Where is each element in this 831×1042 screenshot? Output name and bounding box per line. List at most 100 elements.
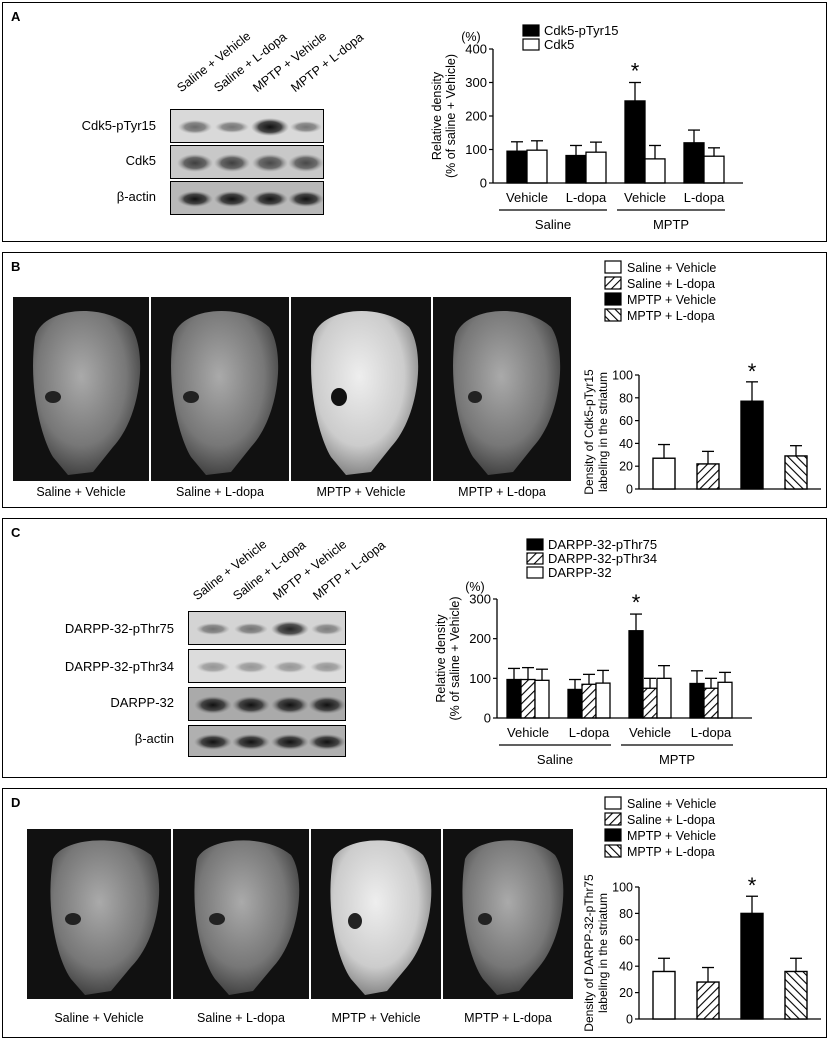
y-tick-label: 0 (626, 483, 633, 497)
y-axis-label: Relative density (430, 71, 444, 160)
bar (703, 687, 719, 719)
significance-marker: * (748, 873, 757, 898)
significance-marker: * (748, 359, 757, 384)
y-tick-label: 200 (469, 631, 491, 646)
bar-chart: 0 100 200 300(%) Relative density (% of salin… (434, 537, 752, 767)
bar (656, 677, 672, 719)
y-tick-label: 20 (619, 986, 633, 1000)
micrograph-caption: Saline + L-dopa (197, 1011, 285, 1025)
western-blot-strip (188, 687, 346, 721)
bar (520, 678, 536, 719)
blot-label: Cdk5 (125, 153, 156, 168)
y-axis-label: labeling in the striatum (596, 893, 610, 1013)
y-axis-label: Relative density (434, 614, 448, 703)
x-tick-label: Vehicle (507, 725, 549, 740)
bar-chart: 0 100 200 300 400(%) Relative density (% of sa… (430, 23, 743, 232)
group-label: Saline (535, 217, 571, 232)
blot-label: β-actin (134, 731, 174, 746)
micrograph-caption: MPTP + Vehicle (316, 485, 406, 499)
bar (683, 142, 705, 184)
legend-swatch (526, 566, 544, 579)
blot-label: DARPP-32-pThr34 (64, 659, 174, 674)
bar (740, 912, 764, 1020)
y-tick-label: 200 (465, 109, 487, 124)
y-tick-label: 400 (465, 42, 487, 57)
micrograph (291, 297, 431, 481)
bar (703, 155, 725, 184)
legend-label: MPTP + L-dopa (627, 309, 715, 323)
y-tick-label: 80 (619, 907, 633, 921)
x-tick-label: L-dopa (684, 190, 725, 205)
y-unit-label: (%) (465, 580, 484, 594)
significance-marker: * (631, 59, 640, 84)
panel-d: D Saline + Vehicle Saline + L-dopa MPTP … (2, 788, 827, 1038)
legend-label: DARPP-32 (548, 565, 612, 580)
legend-label: MPTP + Vehicle (627, 293, 716, 307)
legend-label: Saline + Vehicle (627, 261, 716, 275)
panel-label: C (11, 525, 21, 540)
bar-chart: 0 20 40 60 80 100 Density of DARPP-32-pThr75 la… (582, 796, 821, 1031)
bar (581, 683, 597, 719)
legend-label: Saline + L-dopa (627, 277, 715, 291)
bar (534, 679, 550, 719)
bar (644, 158, 666, 184)
panel-a: A Saline + Vehicle Saline + L-dopa MPTP … (2, 2, 827, 242)
micrograph (443, 829, 573, 999)
legend-swatch (604, 796, 622, 810)
bar (696, 463, 720, 490)
y-tick-label: 80 (619, 391, 633, 405)
legend-swatch (604, 828, 622, 842)
bar (652, 457, 676, 490)
bar-chart: 0 20 40 60 80 100 Density of Cdk5-pTyr15 labeli… (582, 260, 821, 497)
legend-swatch (526, 538, 544, 551)
micrograph (13, 297, 149, 481)
y-tick-label: 40 (619, 437, 633, 451)
legend-swatch (526, 552, 544, 565)
y-axis-label: Density of DARPP-32-pThr75 (582, 874, 596, 1031)
panel-label: D (11, 795, 21, 810)
legend-swatch (522, 24, 540, 37)
bar (506, 150, 528, 184)
legend-label: Cdk5-pTyr15 (544, 23, 618, 38)
panel-b: B Saline + Vehicle Saline + L-dopa MPTP … (2, 252, 827, 508)
legend-swatch (604, 812, 622, 826)
y-tick-label: 60 (619, 414, 633, 428)
bar (595, 682, 611, 719)
y-tick-label: 20 (619, 460, 633, 474)
y-tick-label: 0 (626, 1013, 633, 1027)
group-label: Saline (537, 752, 573, 767)
blot-label: DARPP-32-pThr75 (64, 621, 174, 636)
legend-swatch (604, 308, 622, 322)
micrograph-caption: Saline + Vehicle (54, 1011, 144, 1025)
bar (624, 100, 646, 184)
bar (717, 681, 733, 719)
blot-label: DARPP-32 (110, 695, 174, 710)
legend-label: DARPP-32-pThr34 (548, 551, 657, 566)
micrograph-caption: MPTP + Vehicle (331, 1011, 421, 1025)
bar (642, 687, 658, 719)
western-blot-strip (170, 145, 324, 179)
panel-label: A (11, 9, 21, 24)
panel-c: C Saline + Vehicle Saline + L-dopa MPTP … (2, 518, 827, 778)
western-blot-strip (188, 725, 346, 757)
x-tick-label: L-dopa (569, 725, 610, 740)
micrograph-caption: Saline + Vehicle (36, 485, 126, 499)
x-tick-label: Vehicle (506, 190, 548, 205)
y-tick-label: 100 (612, 881, 633, 895)
micrograph (173, 829, 309, 999)
micrograph-caption: MPTP + L-dopa (464, 1011, 552, 1025)
bar (526, 149, 548, 184)
legend-label: MPTP + Vehicle (627, 829, 716, 843)
y-axis-label: labeling in the striatum (596, 372, 610, 492)
legend-label: Cdk5 (544, 37, 574, 52)
significance-marker: * (632, 590, 641, 615)
western-blot-strip (170, 109, 324, 143)
y-axis-label: Density of Cdk5-pTyr15 (582, 369, 596, 495)
y-tick-label: 300 (465, 75, 487, 90)
bar (565, 154, 587, 184)
y-tick-label: 100 (465, 142, 487, 157)
x-tick-label: Vehicle (629, 725, 671, 740)
blot-label: β-actin (116, 189, 156, 204)
bar (784, 970, 808, 1020)
y-unit-label: (%) (461, 30, 480, 44)
